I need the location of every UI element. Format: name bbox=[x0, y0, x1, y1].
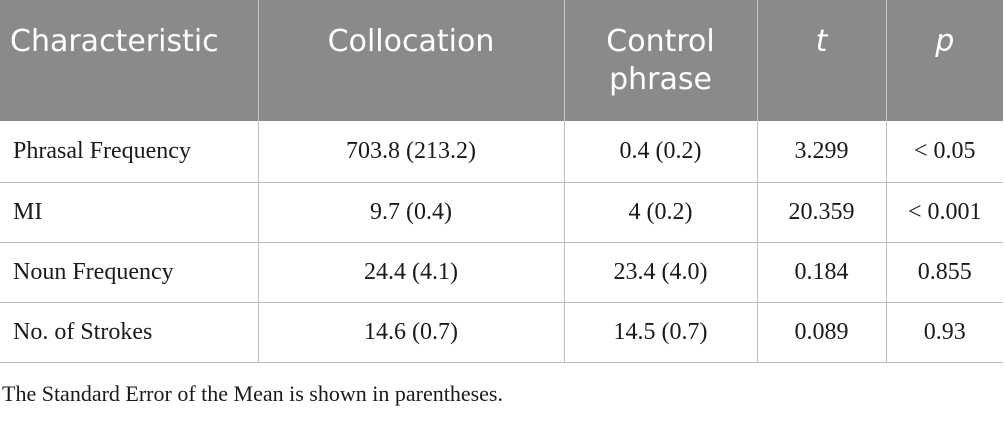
cell-collocation: 703.8 (213.2) bbox=[258, 121, 565, 183]
column-header-label: Control phrase bbox=[606, 24, 715, 97]
table-row: No. of Strokes 14.6 (0.7) 14.5 (0.7) 0.0… bbox=[0, 302, 1003, 363]
column-header-label: Collocation bbox=[327, 24, 495, 59]
cell-characteristic: MI bbox=[0, 182, 259, 243]
column-header-label: t bbox=[815, 24, 828, 59]
cell-p: < 0.001 bbox=[886, 182, 1003, 243]
column-header-characteristic: Characteristic bbox=[0, 0, 259, 121]
cell-collocation: 9.7 (0.4) bbox=[258, 182, 565, 243]
cell-collocation: 24.4 (4.1) bbox=[258, 242, 565, 303]
cell-t: 3.299 bbox=[757, 121, 887, 183]
cell-control-phrase: 0.4 (0.2) bbox=[564, 121, 758, 183]
table-footnote: The Standard Error of the Mean is shown … bbox=[2, 381, 503, 406]
column-header-t: t bbox=[757, 0, 887, 121]
column-header-label: p bbox=[935, 24, 955, 59]
table-row: MI 9.7 (0.4) 4 (0.2) 20.359 < 0.001 bbox=[0, 182, 1003, 243]
cell-p: 0.93 bbox=[886, 302, 1003, 363]
cell-characteristic: No. of Strokes bbox=[0, 302, 259, 363]
cell-characteristic: Phrasal Frequency bbox=[0, 121, 259, 183]
table-row: Noun Frequency 24.4 (4.1) 23.4 (4.0) 0.1… bbox=[0, 242, 1003, 303]
cell-t: 0.184 bbox=[757, 242, 887, 303]
column-header-collocation: Collocation bbox=[258, 0, 565, 121]
cell-characteristic: Noun Frequency bbox=[0, 242, 259, 303]
column-header-p: p bbox=[886, 0, 1003, 121]
cell-collocation: 14.6 (0.7) bbox=[258, 302, 565, 363]
table-header: Characteristic Collocation Control phras… bbox=[0, 0, 1003, 121]
cell-control-phrase: 23.4 (4.0) bbox=[564, 242, 758, 303]
table-row: Phrasal Frequency 703.8 (213.2) 0.4 (0.2… bbox=[0, 121, 1003, 183]
header-row: Characteristic Collocation Control phras… bbox=[0, 0, 1003, 121]
statistics-table: Characteristic Collocation Control phras… bbox=[0, 0, 1003, 363]
column-header-control-phrase: Control phrase bbox=[564, 0, 758, 121]
cell-control-phrase: 14.5 (0.7) bbox=[564, 302, 758, 363]
cell-t: 20.359 bbox=[757, 182, 887, 243]
cell-p: 0.855 bbox=[886, 242, 1003, 303]
cell-t: 0.089 bbox=[757, 302, 887, 363]
cell-control-phrase: 4 (0.2) bbox=[564, 182, 758, 243]
cell-p: < 0.05 bbox=[886, 121, 1003, 183]
table-body: Phrasal Frequency 703.8 (213.2) 0.4 (0.2… bbox=[0, 121, 1003, 363]
column-header-label: Characteristic bbox=[10, 24, 219, 59]
